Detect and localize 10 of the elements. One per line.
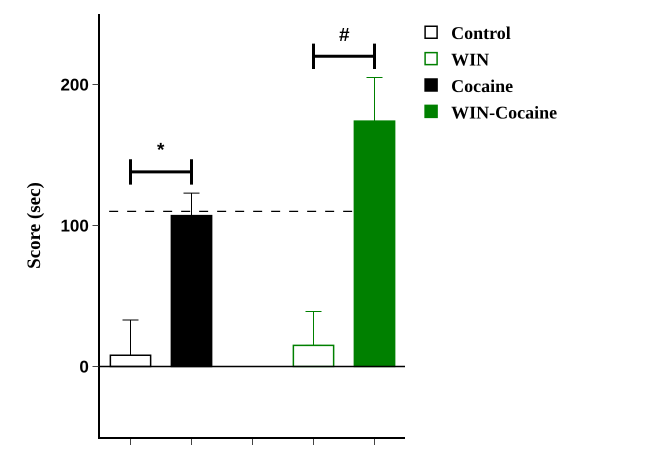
legend-label: WIN-Cocaine — [451, 102, 558, 122]
legend-label: WIN — [451, 50, 490, 70]
legend-label: Control — [451, 23, 511, 44]
y-tick-label: 100 — [60, 216, 89, 236]
y-tick-label: 0 — [79, 357, 89, 376]
annotation: # — [339, 25, 350, 46]
y-tick-label: 200 — [60, 75, 89, 94]
annotation: * — [157, 140, 165, 161]
legend-label: Cocaine — [451, 76, 514, 96]
y-axis-title: Score (sec) — [24, 182, 45, 269]
